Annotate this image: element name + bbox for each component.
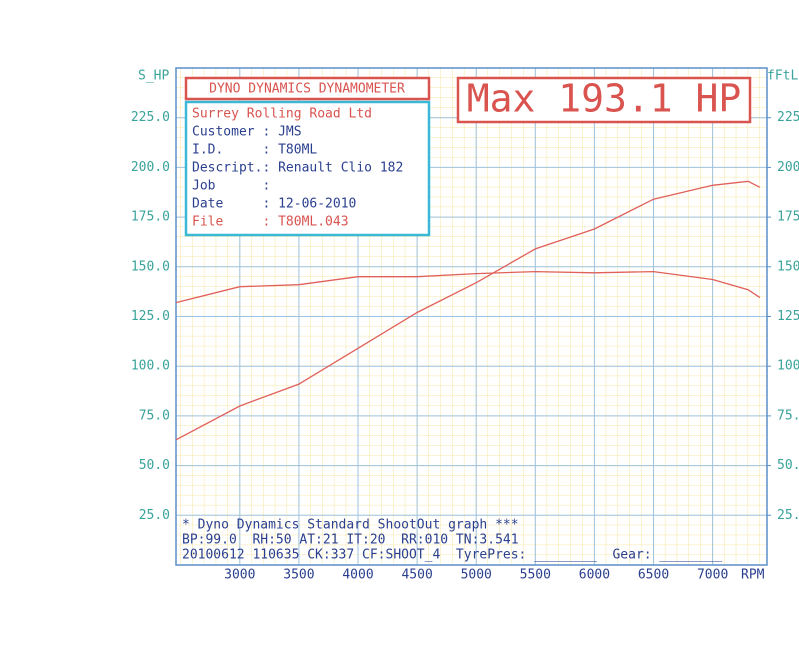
- x-tick-label: 5500: [520, 568, 551, 583]
- x-tick-label: 6000: [579, 568, 610, 583]
- info-box: [184, 100, 431, 237]
- header-text: DYNO DYNAMICS DYNAMOMETER: [209, 82, 405, 97]
- y2-tick-label: 75.: [777, 408, 799, 423]
- footer-line: BP:99.0 RH:50 AT:21 IT:20 RR:010 TN:3.54…: [182, 533, 519, 548]
- y-tick-label: 225.0: [131, 110, 170, 125]
- y-axis-title: S_HP: [138, 69, 169, 84]
- x-tick-label: 7000: [697, 568, 728, 583]
- x-tick-label: 4500: [401, 568, 432, 583]
- series-line: [175, 180, 761, 441]
- info-line: Date : 12-06-2010: [192, 197, 356, 212]
- y2-tick-label: 200.: [777, 160, 799, 175]
- max-label: Max 193.1 HP: [467, 77, 742, 121]
- x-tick-label: 5000: [461, 568, 492, 583]
- x-tick-label: 4000: [342, 568, 373, 583]
- info-title: Surrey Rolling Road Ltd: [192, 107, 372, 122]
- series-line: [175, 270, 761, 304]
- y2-tick-label: 25.: [777, 508, 799, 523]
- y-tick-label: 75.0: [139, 408, 170, 423]
- y2-tick-label: 150.: [777, 259, 799, 274]
- x-tick-label: 3500: [283, 568, 314, 583]
- y-tick-label: 125.0: [131, 309, 170, 324]
- y-tick-label: 175.0: [131, 210, 170, 225]
- y2-axis-title: fFtL: [767, 69, 798, 84]
- y2-tick-label: 50.: [777, 458, 799, 473]
- y2-tick-label: 175.: [777, 210, 799, 225]
- info-line: Descript.: Renault Clio 182: [192, 161, 403, 176]
- y2-tick-label: 100.: [777, 359, 799, 374]
- y-tick-label: 50.0: [139, 458, 170, 473]
- info-file: File : T80ML.043: [192, 215, 349, 230]
- info-line: Customer : JMS: [192, 125, 302, 140]
- footer-line: 20100612 110635 CK:337 CF:SHOOT_4 TyrePr…: [182, 548, 722, 563]
- y-tick-label: 100.0: [131, 359, 170, 374]
- y-tick-label: 25.0: [139, 508, 170, 523]
- y2-tick-label: 225.: [777, 110, 799, 125]
- y2-tick-label: 125.: [777, 309, 799, 324]
- y-tick-label: 150.0: [131, 259, 170, 274]
- info-line: I.D. : T80ML: [192, 143, 317, 158]
- header-box: [184, 76, 431, 101]
- x-axis-title: RPM: [741, 568, 765, 583]
- max-box: [456, 76, 752, 124]
- x-tick-label: 3000: [224, 568, 255, 583]
- y-tick-label: 200.0: [131, 160, 170, 175]
- footer-line: * Dyno Dynamics Standard ShootOut graph …: [182, 518, 519, 533]
- info-line: Job :: [192, 179, 270, 194]
- x-tick-label: 6500: [638, 568, 669, 583]
